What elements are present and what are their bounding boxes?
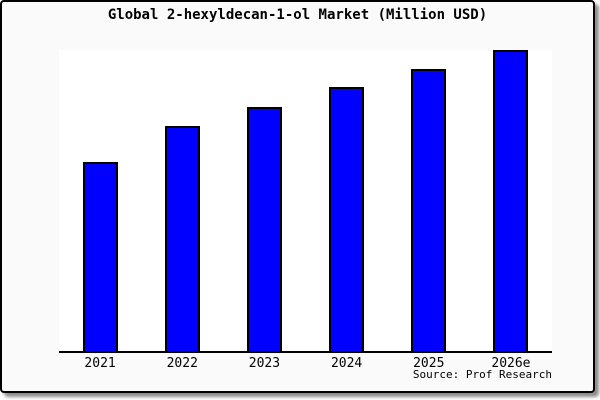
x-tick-label: 2026e [491, 356, 531, 371]
bar-slot [306, 87, 388, 351]
bar-slot [59, 162, 141, 351]
bar-2021 [82, 162, 118, 351]
bar-2026e [493, 50, 529, 351]
bar-slot [388, 69, 470, 351]
bar-slot [470, 50, 552, 351]
x-tick-label: 2025 [413, 356, 445, 371]
x-tick-label: 2023 [248, 356, 281, 371]
bars-row [59, 50, 552, 351]
bar-slot [223, 107, 305, 351]
chart-card: Global 2-hexyldecan-1-ol Market (Million… [0, 0, 595, 393]
chart-title: Global 2-hexyldecan-1-ol Market (Million… [107, 7, 488, 23]
x-axis-line [59, 351, 552, 353]
bar-2025 [411, 69, 447, 351]
x-tick-label: 2024 [330, 356, 363, 371]
x-axis-labels: 2021 2022 2023 2024 2025 2026e [59, 356, 552, 371]
bar-2024 [329, 87, 365, 351]
bar-2023 [246, 107, 282, 351]
x-tick-label: 2022 [166, 356, 198, 371]
plot-area [59, 50, 552, 351]
bar-2022 [164, 126, 200, 351]
source-credit: Source: Prof Research [412, 368, 552, 381]
x-tick-label: 2021 [84, 356, 116, 371]
bar-slot [141, 126, 223, 351]
